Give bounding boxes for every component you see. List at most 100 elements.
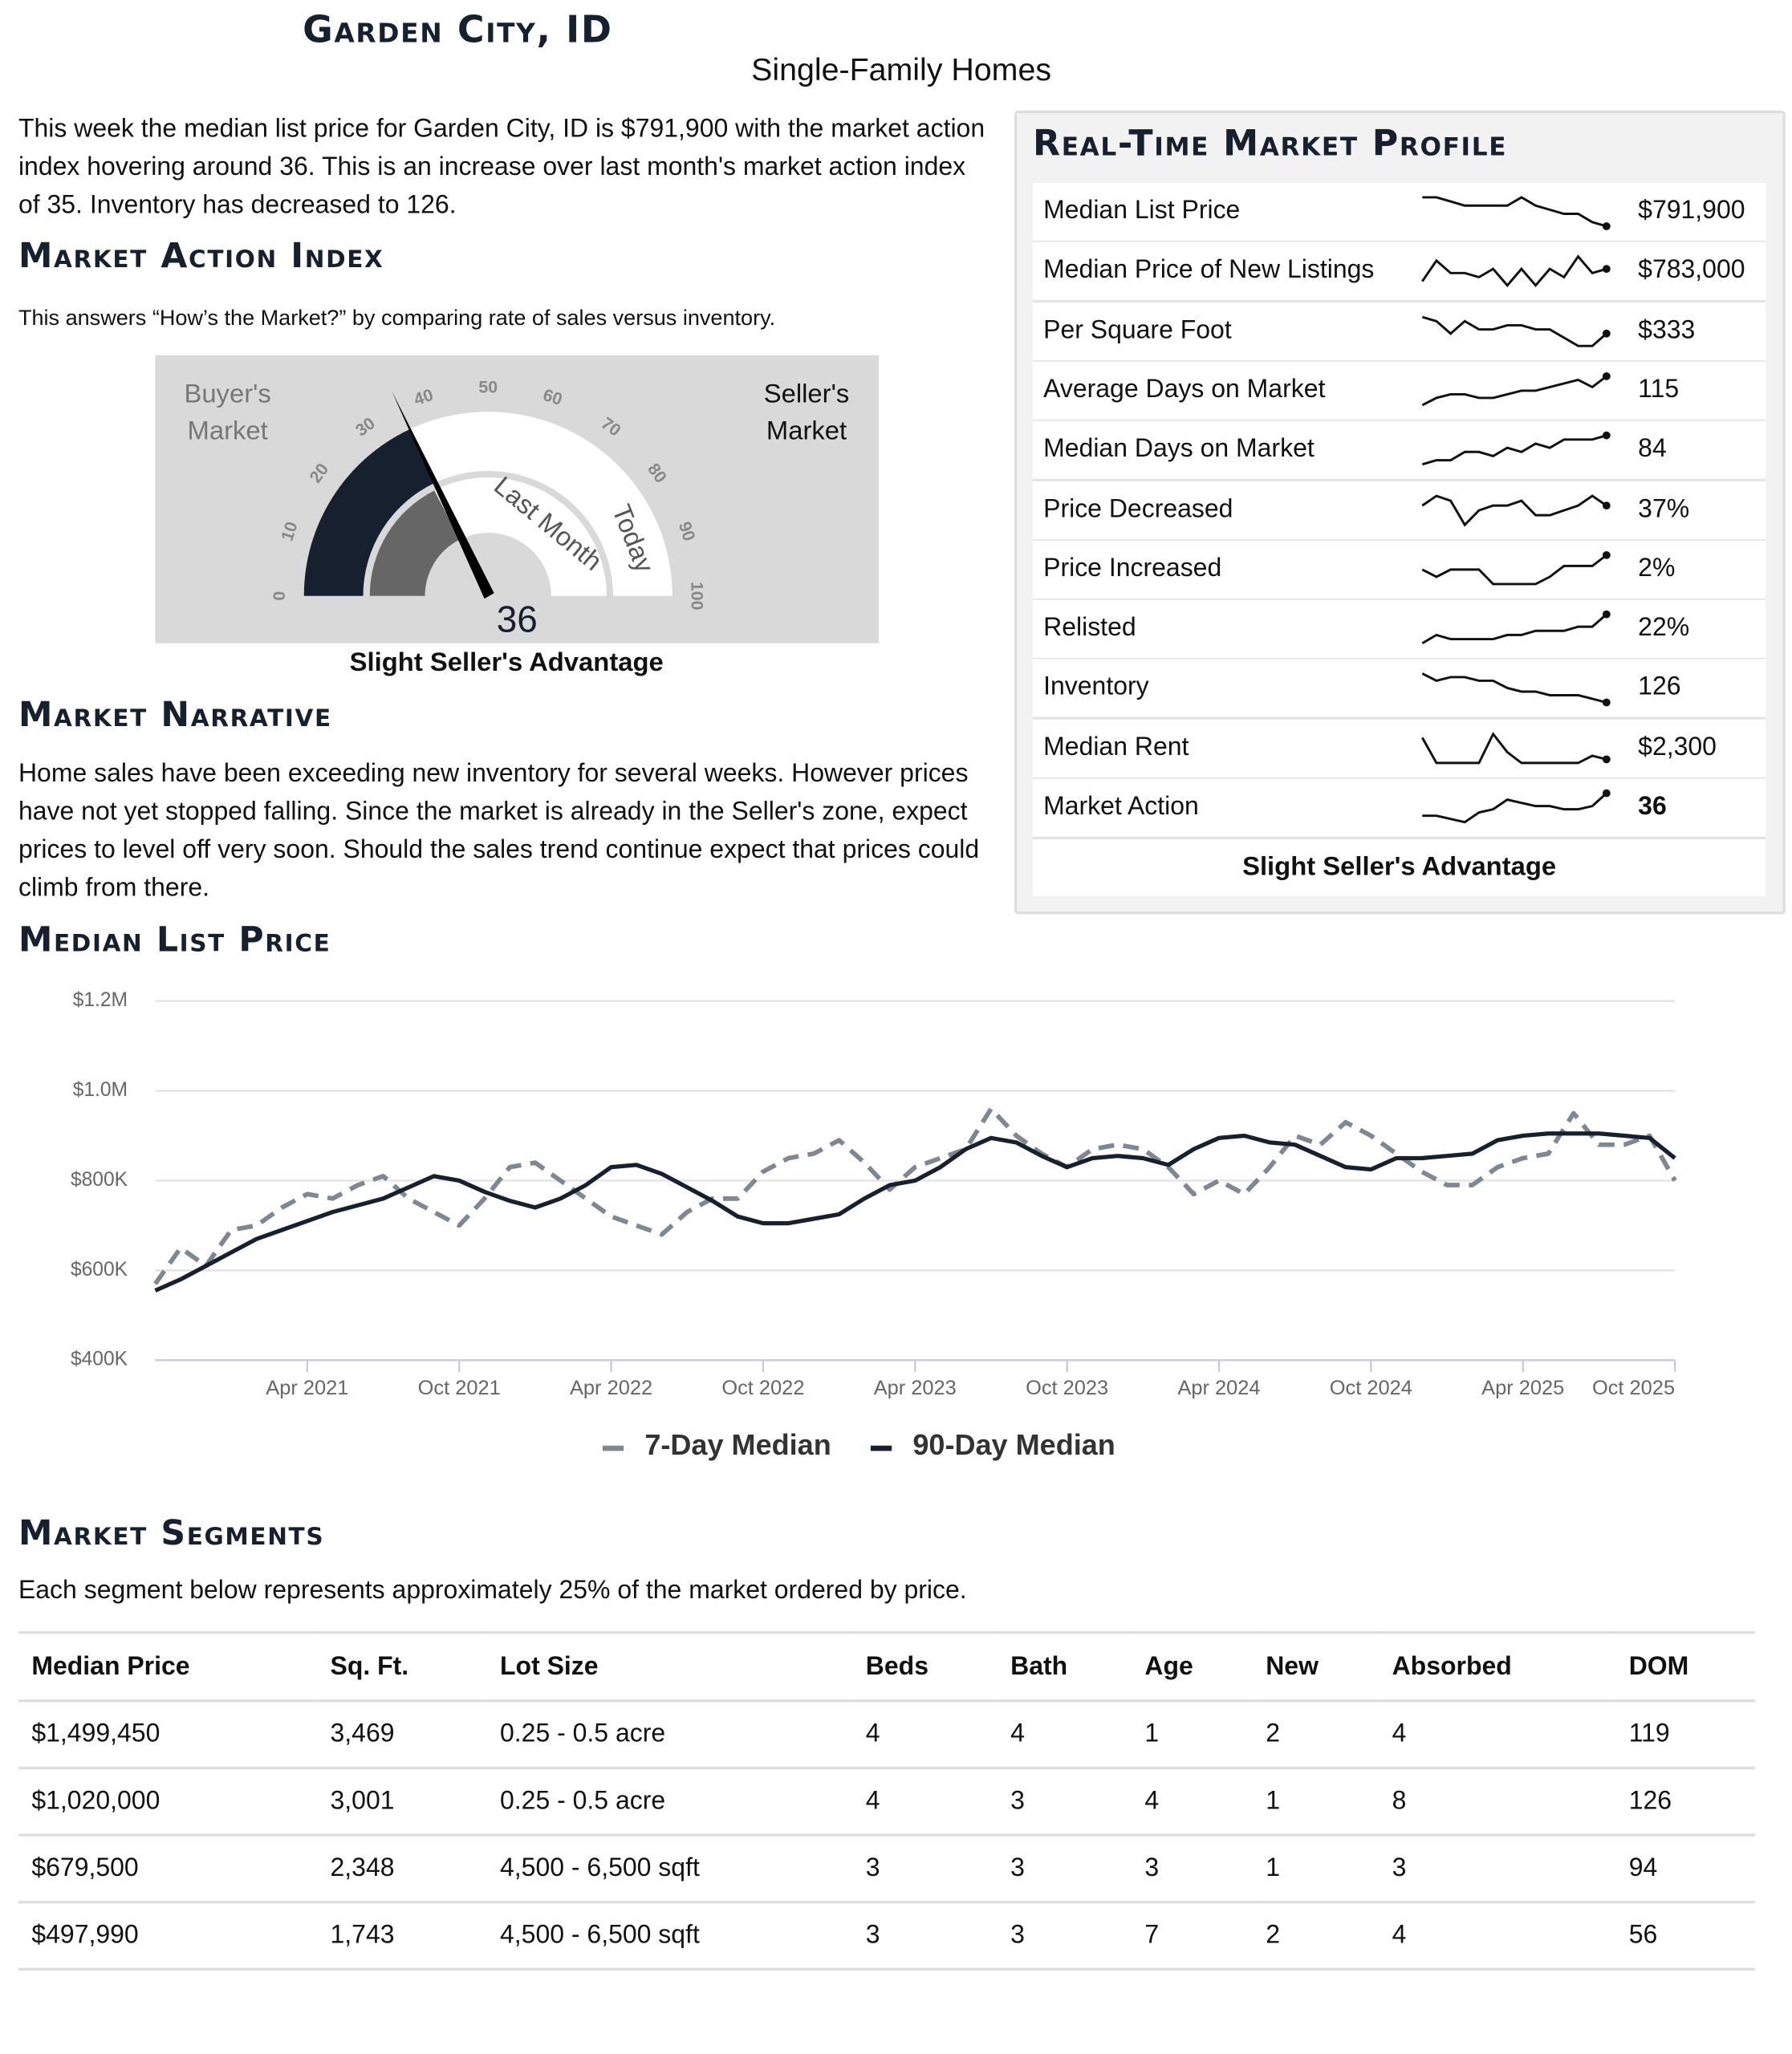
table-cell: 3: [997, 1835, 1132, 1904]
table-cell: 3: [997, 1768, 1132, 1837]
sparkline-end: [1602, 754, 1611, 763]
gauge-tick-label: 0: [270, 591, 289, 601]
page-subtitle: Single-Family Homes: [751, 52, 1052, 88]
profile-footer: Slight Seller's Advantage: [1242, 852, 1557, 882]
table-cell: 3: [1131, 1835, 1253, 1904]
sparkline: [1422, 196, 1611, 230]
sparkline-line: [1422, 196, 1607, 228]
x-tick-label: Oct 2024: [1330, 1377, 1412, 1399]
sparkline: [1421, 254, 1611, 288]
table-cell: $679,500: [18, 1835, 318, 1904]
sparkline-line: [1422, 792, 1607, 824]
x-tick-label: Apr 2021: [266, 1377, 348, 1399]
table-header: Median Price Sq. Ft. Lot Size Beds Bath Age Ne…: [18, 1630, 1756, 1703]
profile-value: $333: [1638, 315, 1696, 344]
column-header: Sq. Ft.: [317, 1630, 487, 1703]
profile-row: Relisted 22%: [1033, 599, 1766, 661]
profile-value: 37%: [1638, 493, 1690, 523]
profile-label: Price Increased: [1043, 553, 1222, 583]
sparkline-line: [1421, 613, 1607, 645]
profile-label: Median Price of New Listings: [1043, 255, 1375, 285]
segments-description: Each segment below represents approximat…: [18, 1576, 967, 1605]
sparkline-end: [1602, 371, 1611, 380]
narrative-text: Home sales have been exceeding new inven…: [18, 758, 980, 903]
gauge-tick-label: 40: [412, 385, 436, 409]
section-heading: Median List Price: [18, 920, 331, 960]
table-cell: 56: [1615, 1902, 1756, 1971]
x-tick-label: Oct 2022: [721, 1377, 804, 1399]
table-row: $1,020,000 3,001 0.25 - 0.5 acre 4 3 4 1 8 126: [18, 1768, 1756, 1837]
series-line: [154, 1131, 1676, 1293]
profile-row: Per Square Foot $333: [1033, 302, 1766, 363]
profile-value: 126: [1638, 672, 1681, 702]
column-header: New: [1252, 1630, 1380, 1703]
column-header: Age: [1131, 1630, 1253, 1703]
table-cell: 4: [997, 1700, 1132, 1770]
profile-label: Average Days on Market: [1043, 375, 1326, 404]
profile-table: Median List Price $791,900 Median Price of…: [1033, 182, 1766, 896]
sparkline: [1421, 432, 1611, 466]
median-list-price-chart: $400K $600K $800K $1.0M $1.2M Apr 2021 Oct 202…: [71, 989, 1677, 1461]
gauge-needle: [392, 391, 494, 599]
gauge-fill-last-month: [369, 490, 460, 596]
legend-label: 90-Day Median: [912, 1428, 1115, 1461]
section-heading: Market Action Index: [18, 237, 384, 277]
profile-value: 2%: [1638, 553, 1676, 583]
table-cell: 1: [1252, 1768, 1380, 1837]
table-cell: 8: [1379, 1768, 1616, 1837]
table-cell: 4: [1379, 1902, 1616, 1971]
table-cell: 4,500 - 6,500 sqft: [486, 1902, 853, 1971]
y-tick-label: $400K: [71, 1349, 128, 1370]
table-cell: 3: [852, 1902, 998, 1971]
sparkline: [1421, 731, 1611, 764]
column-header: Median Price: [18, 1630, 318, 1703]
sparkline: [1421, 672, 1611, 708]
intro-text: This week the median list price for Gard…: [18, 114, 985, 220]
sparkline-end: [1602, 699, 1611, 708]
table-cell: 4,500 - 6,500 sqft: [486, 1835, 853, 1904]
profile-row: Inventory 126: [1033, 660, 1766, 721]
profile-heading: Real-Time Market Profile: [1033, 124, 1508, 164]
sparkline-end: [1602, 610, 1611, 619]
column-header: Bath: [997, 1630, 1132, 1703]
gauge-verdict: Slight Seller's Advantage: [349, 648, 664, 678]
profile-row: Price Decreased 37%: [1033, 481, 1766, 542]
buyers-label: Buyer's Market: [184, 380, 271, 446]
profile-label: Median List Price: [1043, 196, 1241, 225]
gauge-tick-label: 50: [478, 377, 498, 396]
y-tick-label: $800K: [71, 1169, 128, 1191]
profile-row: Median Price of New Listings $783,000: [1033, 242, 1766, 303]
gauge-value: 36: [497, 599, 538, 640]
profile-label: Median Rent: [1043, 732, 1189, 761]
column-header: DOM: [1615, 1630, 1756, 1703]
x-tick-label: Oct 2025: [1592, 1377, 1675, 1399]
profile-value: $791,900: [1638, 196, 1745, 225]
sparkline: [1421, 315, 1611, 347]
series-line: [153, 1106, 1677, 1285]
table-cell: 1: [1252, 1835, 1380, 1904]
table-cell: $497,990: [18, 1902, 318, 1971]
table-cell: 126: [1615, 1768, 1756, 1837]
table-cell: 1: [1131, 1700, 1253, 1770]
sparkline-end: [1602, 432, 1611, 440]
table-cell: 3,469: [317, 1700, 487, 1770]
page-title: Garden City, ID: [303, 7, 613, 51]
table-cell: 3: [1379, 1835, 1616, 1904]
profile-label: Relisted: [1043, 613, 1136, 643]
legend-label: 7-Day Median: [644, 1428, 831, 1461]
profile-panel: Real-Time Market Profile Median List Pri…: [1014, 110, 1786, 915]
table-cell: 4: [852, 1768, 998, 1837]
table-row: $497,990 1,743 4,500 - 6,500 sqft 3 3 7 2 4 56: [18, 1902, 1756, 1971]
profile-label: Per Square Foot: [1043, 315, 1232, 344]
table-cell: 2: [1252, 1902, 1380, 1971]
table-cell: 0.25 - 0.5 acre: [486, 1700, 853, 1770]
sparkline: [1421, 371, 1611, 407]
profile-row: Median Rent $2,300: [1033, 719, 1766, 780]
profile-value: 36: [1638, 791, 1667, 822]
table-cell: 2,348: [317, 1835, 487, 1904]
sparkline: [1421, 610, 1611, 645]
sparkline-line: [1421, 254, 1607, 288]
sparkline-line: [1421, 731, 1607, 764]
